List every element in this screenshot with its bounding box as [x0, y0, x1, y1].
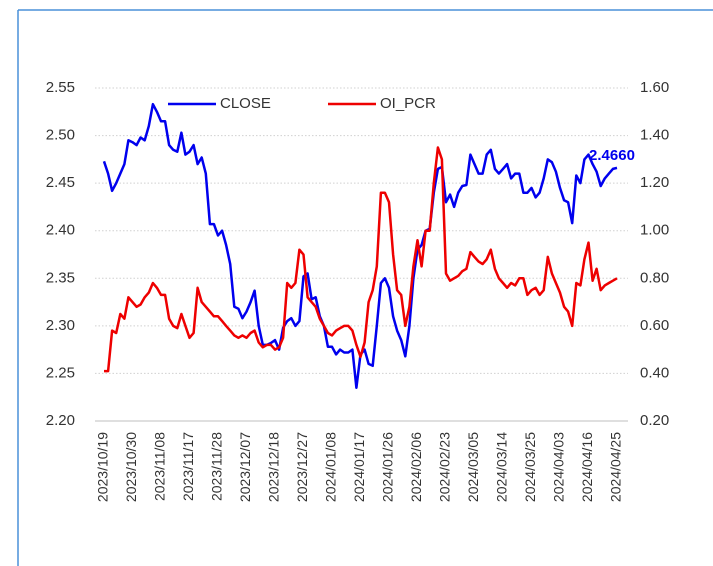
- data-label: 2.4660: [589, 147, 635, 164]
- x-tick-label: 2024/04/25: [608, 432, 624, 502]
- x-tick-label: 2024/01/26: [380, 432, 396, 502]
- y-tick-label: 2.35: [46, 269, 75, 286]
- y-tick-label: 2.40: [46, 222, 75, 239]
- x-tick-label: 2024/02/23: [437, 432, 453, 502]
- y-tick-label: 2.30: [46, 317, 75, 334]
- x-tick-label: 2024/03/25: [522, 432, 538, 502]
- x-tick-label: 2023/12/07: [237, 432, 253, 502]
- y2-tick-label: 0.80: [640, 269, 669, 286]
- x-tick-label: 2024/04/03: [551, 432, 567, 502]
- y-tick-label: 2.45: [46, 174, 75, 191]
- x-tick-label: 2024/02/06: [408, 432, 424, 502]
- y-tick-label: 2.25: [46, 364, 75, 381]
- y2-tick-label: 0.40: [640, 364, 669, 381]
- y2-tick-label: 0.60: [640, 317, 669, 334]
- series-line: [104, 146, 618, 373]
- legend-label: CLOSE: [220, 95, 271, 112]
- y-tick-label: 2.50: [46, 127, 75, 144]
- y2-tick-label: 1.60: [640, 79, 669, 96]
- series-line: [102, 102, 618, 389]
- x-tick-label: 2024/03/05: [465, 432, 481, 502]
- legend-label: OI_PCR: [380, 95, 436, 112]
- x-tick-label: 2024/01/17: [351, 432, 367, 502]
- x-tick-label: 2023/12/18: [266, 432, 282, 502]
- y-tick-label: 2.55: [46, 79, 75, 96]
- y2-tick-label: 1.40: [640, 127, 669, 144]
- x-tick-label: 2023/11/17: [180, 432, 196, 501]
- x-tick-label: 2024/01/08: [323, 432, 339, 502]
- y2-tick-label: 0.20: [640, 412, 669, 429]
- x-tick-label: 2023/11/28: [209, 432, 225, 501]
- y2-tick-label: 1.20: [640, 174, 669, 191]
- y-tick-label: 2.20: [46, 412, 75, 429]
- y2-tick-label: 1.00: [640, 222, 669, 239]
- x-tick-label: 2024/03/14: [494, 432, 510, 502]
- x-tick-label: 2023/10/30: [123, 432, 139, 502]
- x-tick-label: 2024/04/16: [579, 432, 595, 502]
- x-tick-label: 2023/12/27: [294, 432, 310, 502]
- x-tick-label: 2023/11/08: [152, 432, 168, 501]
- x-tick-label: 2023/10/19: [95, 432, 111, 502]
